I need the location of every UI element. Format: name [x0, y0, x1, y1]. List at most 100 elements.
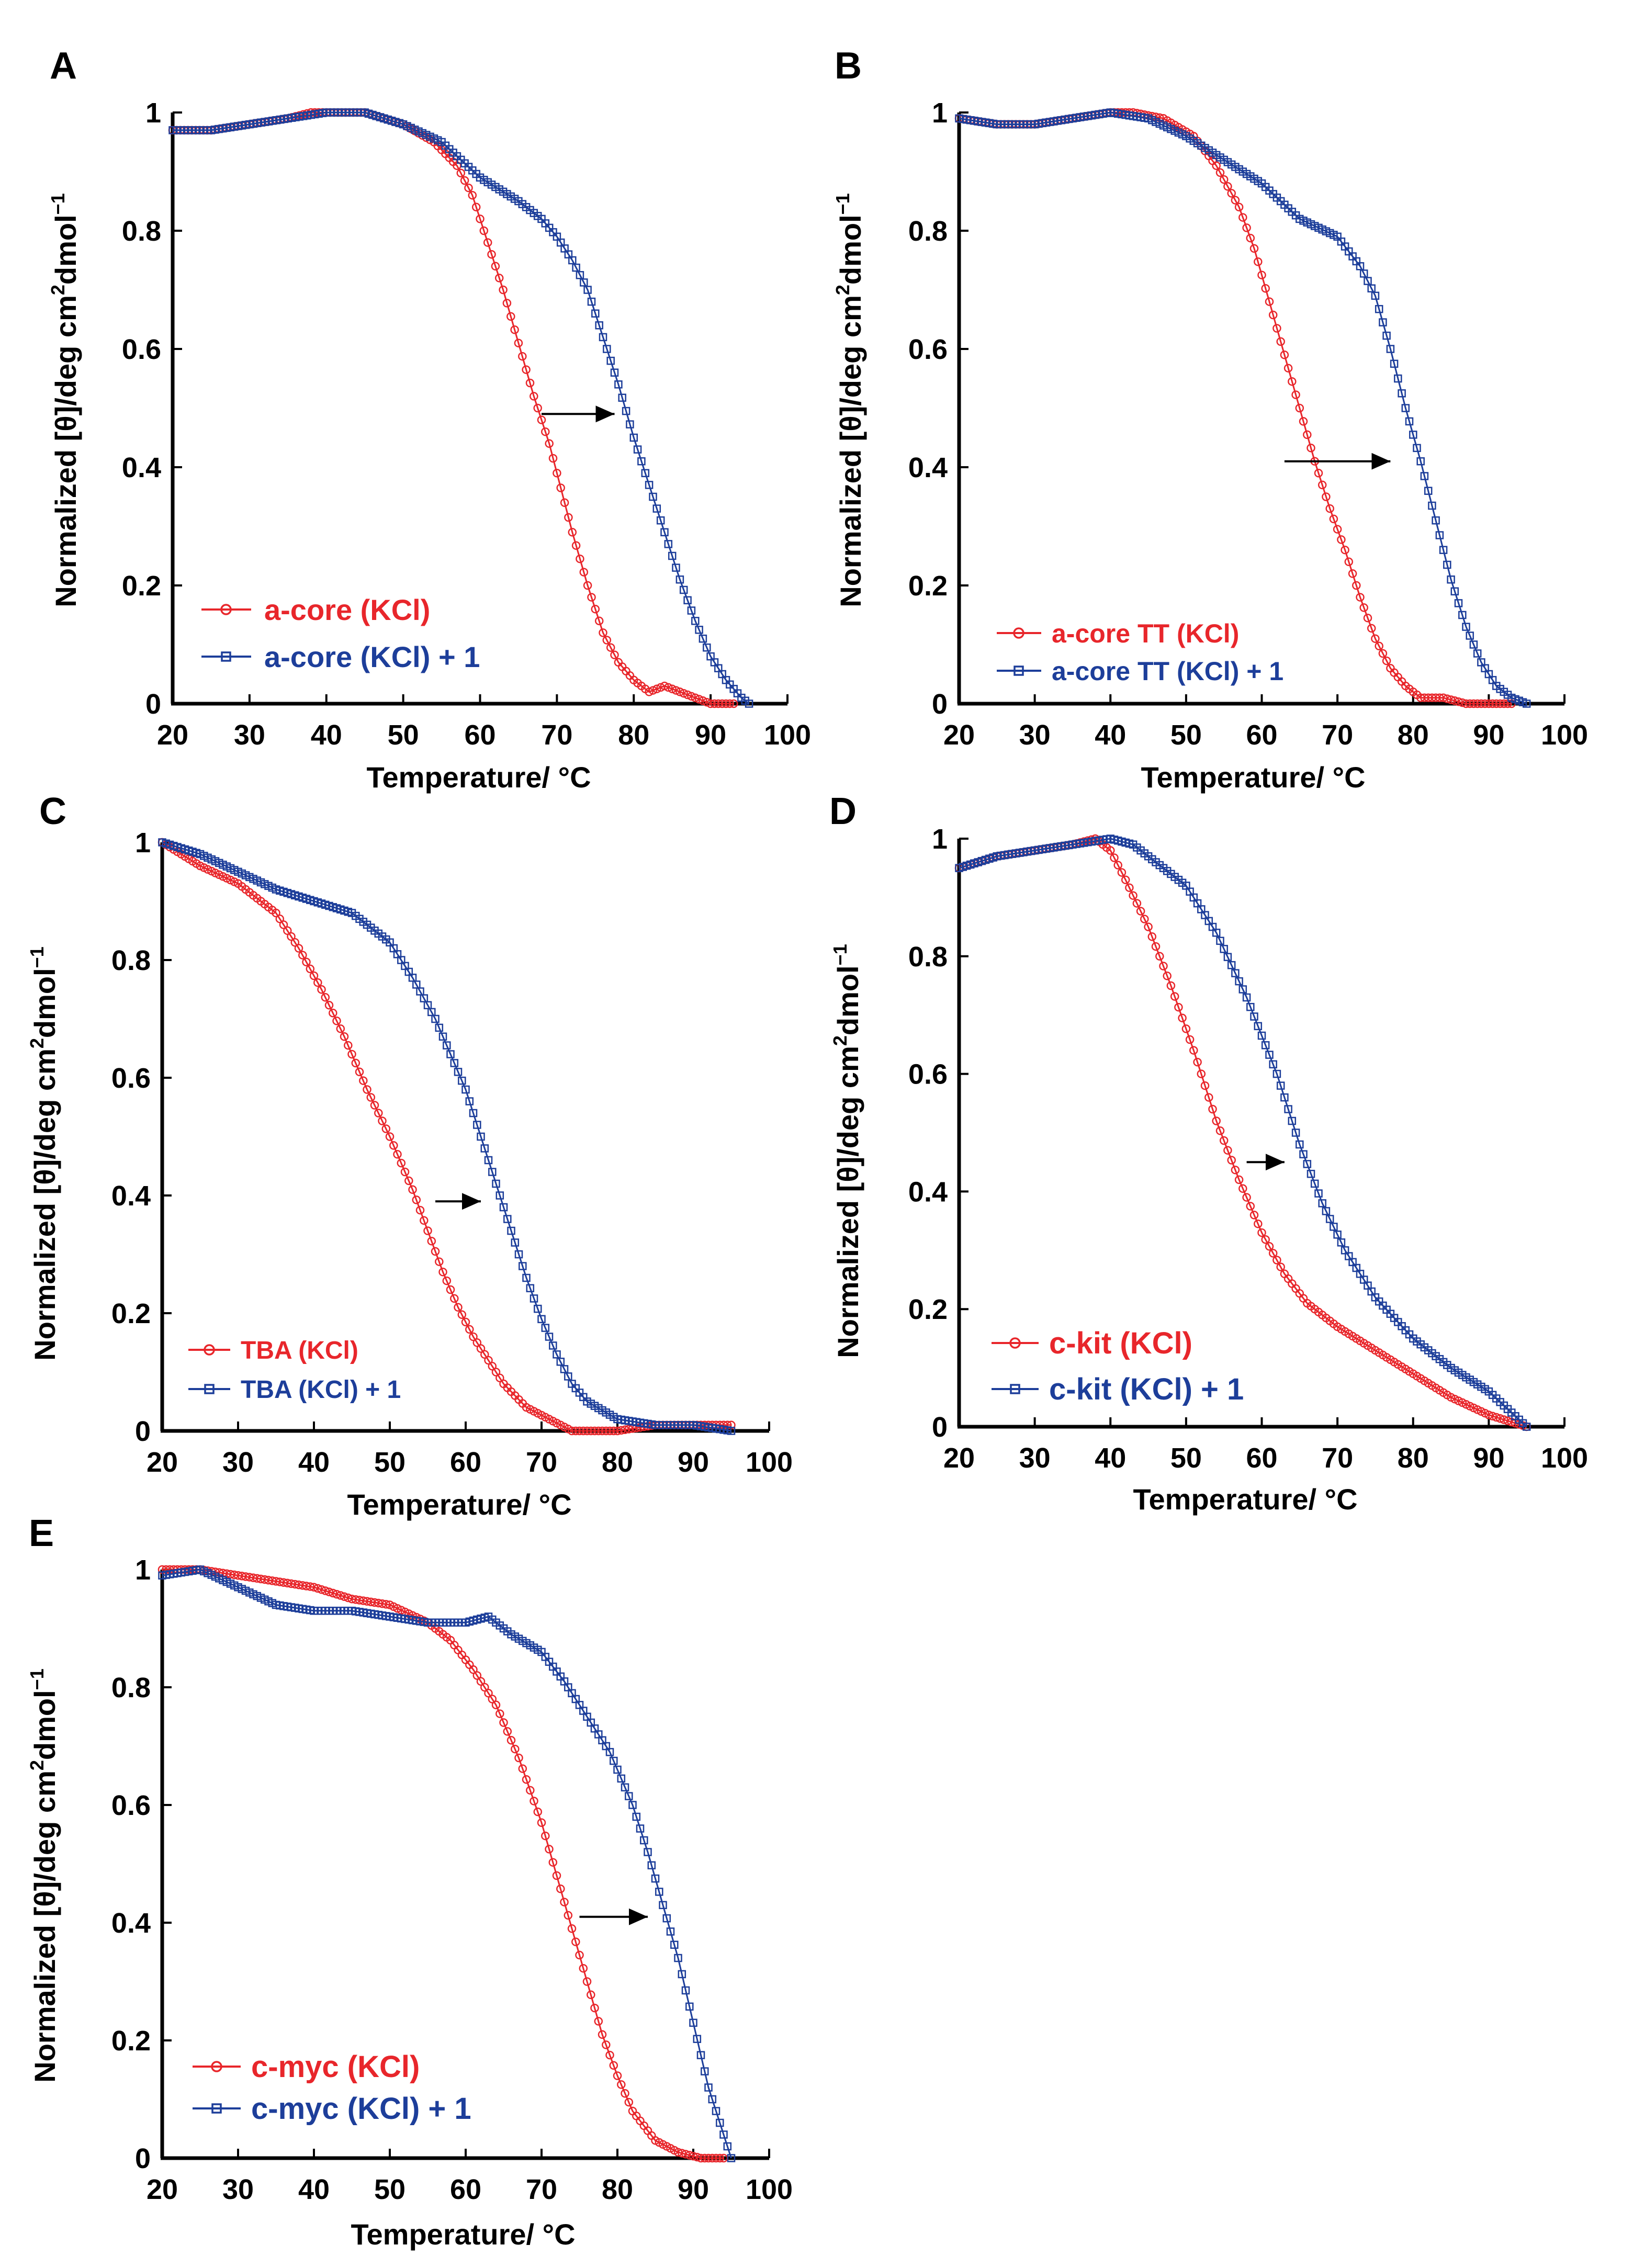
data-point: [1299, 1150, 1308, 1158]
data-point: [1276, 1081, 1285, 1090]
data-point: [412, 1195, 421, 1204]
data-point: [503, 1727, 512, 1736]
plot-area-a: 20 30 40 50 60 70 80 90 100 0 0.2 0.4 0.6 0.8 1: [122, 97, 811, 751]
data-point: [476, 215, 485, 223]
data-point: [1367, 624, 1376, 633]
data-point: [1288, 377, 1297, 386]
data-point: [518, 352, 527, 361]
data-point: [506, 1736, 516, 1745]
data-point: [522, 1273, 531, 1282]
data-point: [1469, 640, 1478, 649]
data-point: [1227, 189, 1236, 198]
data-point: [499, 1718, 508, 1727]
data-point: [1249, 1211, 1259, 1220]
series-line: [959, 838, 1527, 1428]
data-point: [610, 368, 619, 377]
data-point: [1466, 631, 1474, 640]
data-point: [603, 345, 611, 353]
data-point: [495, 1373, 504, 1383]
data-point: [518, 1764, 527, 1773]
data-point: [723, 2142, 732, 2151]
x-tick-label: 50: [374, 1447, 406, 1478]
data-point: [1140, 915, 1149, 923]
data-point: [687, 692, 696, 701]
data-point: [1257, 1228, 1266, 1237]
data-point: [1193, 1057, 1202, 1067]
data-point: [1375, 304, 1383, 313]
series-ligand: [955, 834, 1531, 1431]
data-point: [484, 1156, 493, 1165]
data-point: [454, 1303, 463, 1312]
data-point: [514, 338, 523, 347]
y-tick-label: 1: [932, 823, 948, 855]
x-tick-label: 70: [541, 719, 572, 751]
data-point: [1371, 291, 1380, 300]
data-point: [1234, 1175, 1244, 1184]
data-point: [1223, 182, 1232, 191]
data-point: [530, 1797, 538, 1806]
series-line: [162, 841, 731, 1432]
data-point: [541, 1831, 550, 1841]
x-tick-label: 30: [222, 2174, 254, 2205]
data-point: [685, 2151, 694, 2160]
x-tick-label: 50: [388, 719, 419, 751]
x-tick-label: 30: [234, 719, 265, 751]
data-point: [1447, 575, 1455, 584]
data-point: [492, 1179, 500, 1188]
data-point: [556, 1885, 565, 1893]
data-point: [1242, 1193, 1251, 1202]
series-line: [173, 111, 734, 705]
data-point: [1420, 472, 1429, 480]
x-axis-label: Temperature/ °C: [347, 1488, 571, 1521]
legend: TBA (KCl) TBA (KCl) + 1: [188, 1337, 401, 1404]
data-point: [613, 2071, 622, 2080]
data-point: [1238, 213, 1247, 222]
data-point: [476, 1344, 486, 1353]
panel-d: D Normalized [θ]/deg cm2dmol−1 Temperatu…: [829, 791, 1358, 1516]
data-point: [568, 528, 577, 537]
data-point: [332, 1590, 341, 1599]
data-point: [656, 516, 665, 525]
data-point: [591, 604, 600, 614]
data-point: [1223, 1146, 1232, 1155]
data-point: [484, 1689, 493, 1698]
data-point: [1405, 417, 1414, 426]
data-point: [1314, 469, 1323, 478]
data-point: [1443, 560, 1451, 569]
data-point: [389, 1141, 398, 1150]
data-point: [1254, 1219, 1263, 1228]
data-point: [1238, 1184, 1247, 1193]
data-point: [587, 297, 596, 306]
legend-marker: [220, 604, 232, 615]
x-tick-label: 20: [147, 2174, 178, 2205]
data-point: [329, 1009, 337, 1018]
data-point: [548, 454, 558, 463]
data-point: [283, 926, 292, 935]
data-point: [1325, 504, 1334, 513]
legend-marker: [1013, 665, 1024, 676]
data-point: [1446, 695, 1456, 704]
data-point: [1136, 907, 1145, 916]
data-point: [461, 1317, 470, 1327]
y-tick-label: 0.2: [111, 2025, 151, 2057]
data-point: [499, 285, 508, 295]
data-point: [530, 1294, 538, 1303]
data-point: [1288, 1116, 1297, 1125]
data-point: [484, 1356, 493, 1365]
data-point: [1117, 868, 1127, 877]
data-point: [610, 650, 619, 660]
data-point: [602, 636, 612, 645]
data-point: [1462, 623, 1470, 631]
data-point: [541, 1324, 550, 1332]
data-point: [483, 238, 492, 247]
data-point: [499, 1203, 508, 1212]
data-point: [1189, 1046, 1198, 1055]
data-point: [491, 1700, 501, 1710]
data-point: [545, 1845, 554, 1854]
legend-entry-red: c-myc (KCl): [193, 2050, 420, 2084]
data-point: [1246, 1002, 1255, 1011]
data-point: [1307, 444, 1315, 453]
data-point: [324, 1001, 334, 1010]
data-point: [1341, 545, 1349, 555]
data-point: [668, 684, 677, 694]
